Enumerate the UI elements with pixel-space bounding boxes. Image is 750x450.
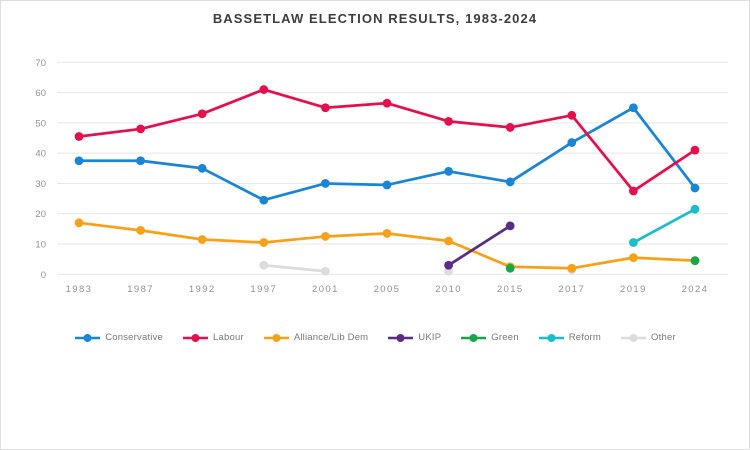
data-point-conservative-2005 xyxy=(382,180,392,190)
data-point-labour-1997 xyxy=(259,85,269,94)
data-point-conservative-1997 xyxy=(259,195,269,205)
data-point-ukip-2015 xyxy=(505,221,515,231)
data-point-labour-2010 xyxy=(444,116,453,126)
y-tick-label: 60 xyxy=(35,88,46,99)
legend-label: UKIP xyxy=(418,332,442,343)
legend-item-other[interactable]: Other xyxy=(620,332,676,343)
legend-item-labour[interactable]: Labour xyxy=(182,332,244,343)
x-tick-label: 2005 xyxy=(374,284,401,295)
legend-label: Other xyxy=(651,332,676,343)
legend-label: Green xyxy=(491,332,519,343)
legend-item-green[interactable]: Green xyxy=(460,332,518,343)
y-tick-label: 30 xyxy=(35,179,46,190)
series-line-other xyxy=(262,263,327,273)
legend-item-ukip[interactable]: UKIP xyxy=(387,332,441,343)
y-tick-label: 0 xyxy=(41,270,46,281)
legend-marker-conservative-icon xyxy=(75,333,101,342)
x-tick-label: 2001 xyxy=(312,284,339,295)
x-tick-label: 1983 xyxy=(66,284,93,295)
data-point-other-2010 xyxy=(444,266,453,276)
x-tick-label: 1997 xyxy=(250,284,277,295)
series-labour xyxy=(74,85,700,196)
legend-marker-ukip-icon xyxy=(388,333,414,342)
legend-marker-dot xyxy=(83,333,92,342)
data-point-other-2001 xyxy=(321,266,330,276)
legend-item-conservative[interactable]: Conservative xyxy=(74,332,163,343)
data-point-green-2024 xyxy=(690,256,700,266)
data-point-alliance-lib-dem-2019 xyxy=(629,253,638,263)
x-tick-label: 2019 xyxy=(620,284,647,295)
y-tick-label: 20 xyxy=(35,209,46,220)
legend-label: Labour xyxy=(213,332,244,343)
series-green xyxy=(505,256,700,273)
legend-marker-dot xyxy=(629,333,638,342)
data-point-labour-1992 xyxy=(197,109,207,119)
legend-marker-dot xyxy=(547,333,556,342)
data-point-labour-2015 xyxy=(505,123,515,132)
x-tick-label: 1992 xyxy=(189,284,216,295)
data-point-conservative-2001 xyxy=(321,179,330,188)
chart-legend: Conservative Labour Alliance/Lib Dem UKIP Gr… xyxy=(0,332,750,343)
data-point-conservative-1987 xyxy=(136,156,146,166)
legend-marker-dot xyxy=(396,333,405,342)
data-point-labour-1983 xyxy=(74,132,84,141)
data-point-alliance-lib-dem-2001 xyxy=(321,232,330,241)
legend-marker-dot xyxy=(191,333,200,342)
legend-marker-labour-icon xyxy=(183,333,209,342)
legend-item-alliance-lib-dem[interactable]: Alliance/Lib Dem xyxy=(263,332,368,343)
data-point-conservative-1992 xyxy=(197,163,207,173)
x-tick-label: 2024 xyxy=(682,284,709,295)
legend-marker-dot xyxy=(272,333,281,342)
x-tick-label: 2010 xyxy=(435,284,462,295)
legend-label: Reform xyxy=(568,332,602,343)
data-point-green-2015 xyxy=(505,263,515,273)
legend-label: Conservative xyxy=(105,332,164,343)
series-line-ukip xyxy=(447,224,512,267)
y-tick-label: 50 xyxy=(35,118,46,129)
data-point-labour-1987 xyxy=(136,124,146,134)
data-point-alliance-lib-dem-2017 xyxy=(567,263,577,273)
data-point-conservative-2019 xyxy=(629,103,638,113)
legend-label: Alliance/Lib Dem xyxy=(293,332,369,343)
data-point-labour-2001 xyxy=(321,103,330,113)
legend-marker-alliance-lib-dem-icon xyxy=(263,333,289,342)
data-point-other-1997 xyxy=(259,260,269,270)
data-point-labour-2019 xyxy=(629,186,638,196)
y-tick-label: 70 xyxy=(35,58,46,69)
chart-title: BASSETLAW ELECTION RESULTS, 1983-2024 xyxy=(212,11,538,26)
data-point-conservative-2017 xyxy=(567,138,577,147)
data-point-conservative-2010 xyxy=(444,166,453,176)
series-alliance-lib-dem xyxy=(74,218,700,273)
data-point-conservative-2015 xyxy=(505,177,515,187)
x-tick-label: 1987 xyxy=(127,284,154,295)
data-point-alliance-lib-dem-1983 xyxy=(74,218,84,228)
data-point-labour-2005 xyxy=(382,98,392,108)
data-point-alliance-lib-dem-1987 xyxy=(136,225,146,235)
series-reform xyxy=(629,204,700,247)
data-point-ukip-2010 xyxy=(444,260,453,270)
legend-marker-other-icon xyxy=(621,333,647,342)
x-tick-label: 2017 xyxy=(558,284,585,295)
data-point-conservative-1983 xyxy=(74,156,84,166)
data-point-reform-2019 xyxy=(629,238,638,247)
data-point-alliance-lib-dem-1997 xyxy=(259,238,269,247)
legend-marker-reform-icon xyxy=(538,333,564,342)
legend-marker-green-icon xyxy=(461,333,487,342)
data-point-conservative-2024 xyxy=(690,183,700,193)
x-tick-label: 2015 xyxy=(497,284,524,295)
data-point-labour-2024 xyxy=(690,145,700,155)
data-point-labour-2017 xyxy=(567,110,577,120)
legend-item-reform[interactable]: Reform xyxy=(538,332,601,343)
legend-marker-dot xyxy=(469,333,478,342)
data-point-reform-2024 xyxy=(690,204,700,214)
series-conservative xyxy=(74,103,700,205)
series-ukip xyxy=(444,221,515,270)
series-line-reform xyxy=(632,207,697,244)
data-point-alliance-lib-dem-1992 xyxy=(197,235,207,244)
data-point-alliance-lib-dem-2005 xyxy=(382,229,392,238)
data-point-alliance-lib-dem-2010 xyxy=(444,236,453,246)
y-tick-label: 40 xyxy=(35,149,46,160)
y-tick-label: 10 xyxy=(35,240,46,251)
